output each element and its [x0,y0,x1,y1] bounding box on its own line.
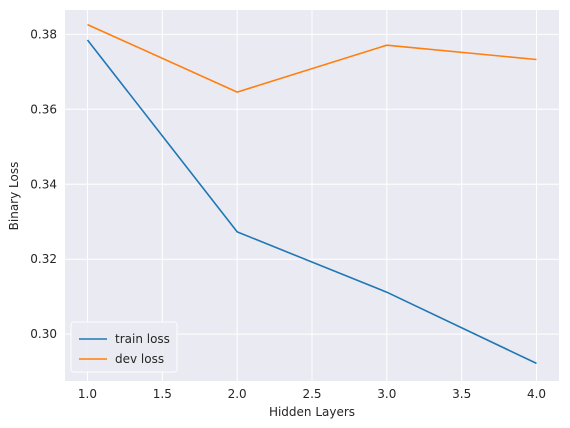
y-tick-label: 0.36 [30,102,57,116]
series-lines [86,23,537,365]
x-tick-label: 2.0 [228,387,247,401]
y-tick-label: 0.32 [30,252,57,266]
series-line-dev-loss [87,23,537,93]
x-tick-label: 1.5 [153,387,172,401]
x-axis-label: Hidden Layers [269,405,355,419]
series-line-train-loss [86,39,537,365]
x-tick-label: 4.0 [527,387,546,401]
legend-label: dev loss [115,352,164,366]
x-axis-ticks: 1.0 1.5 2.0 2.5 3.0 3.5 4.0 [78,387,546,401]
y-axis-ticks: 0.30 0.32 0.34 0.36 0.38 [30,27,57,341]
y-tick-label: 0.30 [30,327,57,341]
y-tick-label: 0.34 [30,177,57,191]
y-tick-label: 0.38 [30,27,57,41]
x-tick-label: 3.0 [377,387,396,401]
x-tick-label: 3.5 [452,387,471,401]
x-tick-label: 1.0 [78,387,97,401]
legend: train loss dev loss [70,321,178,373]
legend-label: train loss [115,332,170,346]
y-axis-label: Binary Loss [7,162,21,231]
x-tick-label: 2.5 [302,387,321,401]
